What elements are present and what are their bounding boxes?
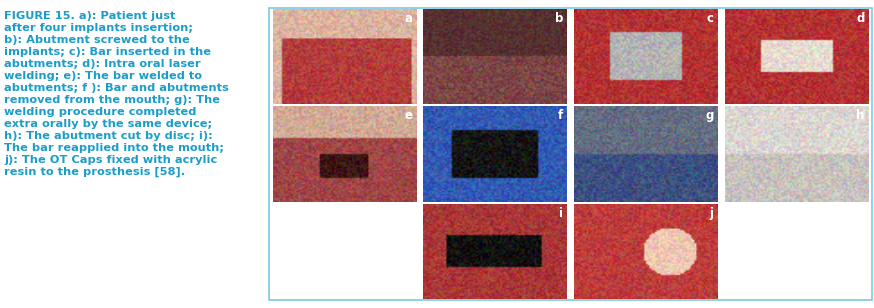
Text: j: j [710, 207, 714, 220]
Text: g: g [705, 109, 714, 122]
Text: a: a [404, 12, 413, 25]
Text: i: i [558, 207, 563, 220]
Text: h: h [856, 109, 864, 122]
Text: d: d [856, 12, 864, 25]
Text: c: c [707, 12, 714, 25]
Bar [269, 8, 872, 300]
Text: b: b [554, 12, 563, 25]
Text: f: f [558, 109, 563, 122]
Text: FIGURE 15. a): Patient just
after four implants insertion;
b): Abutment screwed : FIGURE 15. a): Patient just after four i… [4, 11, 229, 177]
Text: e: e [404, 109, 413, 122]
